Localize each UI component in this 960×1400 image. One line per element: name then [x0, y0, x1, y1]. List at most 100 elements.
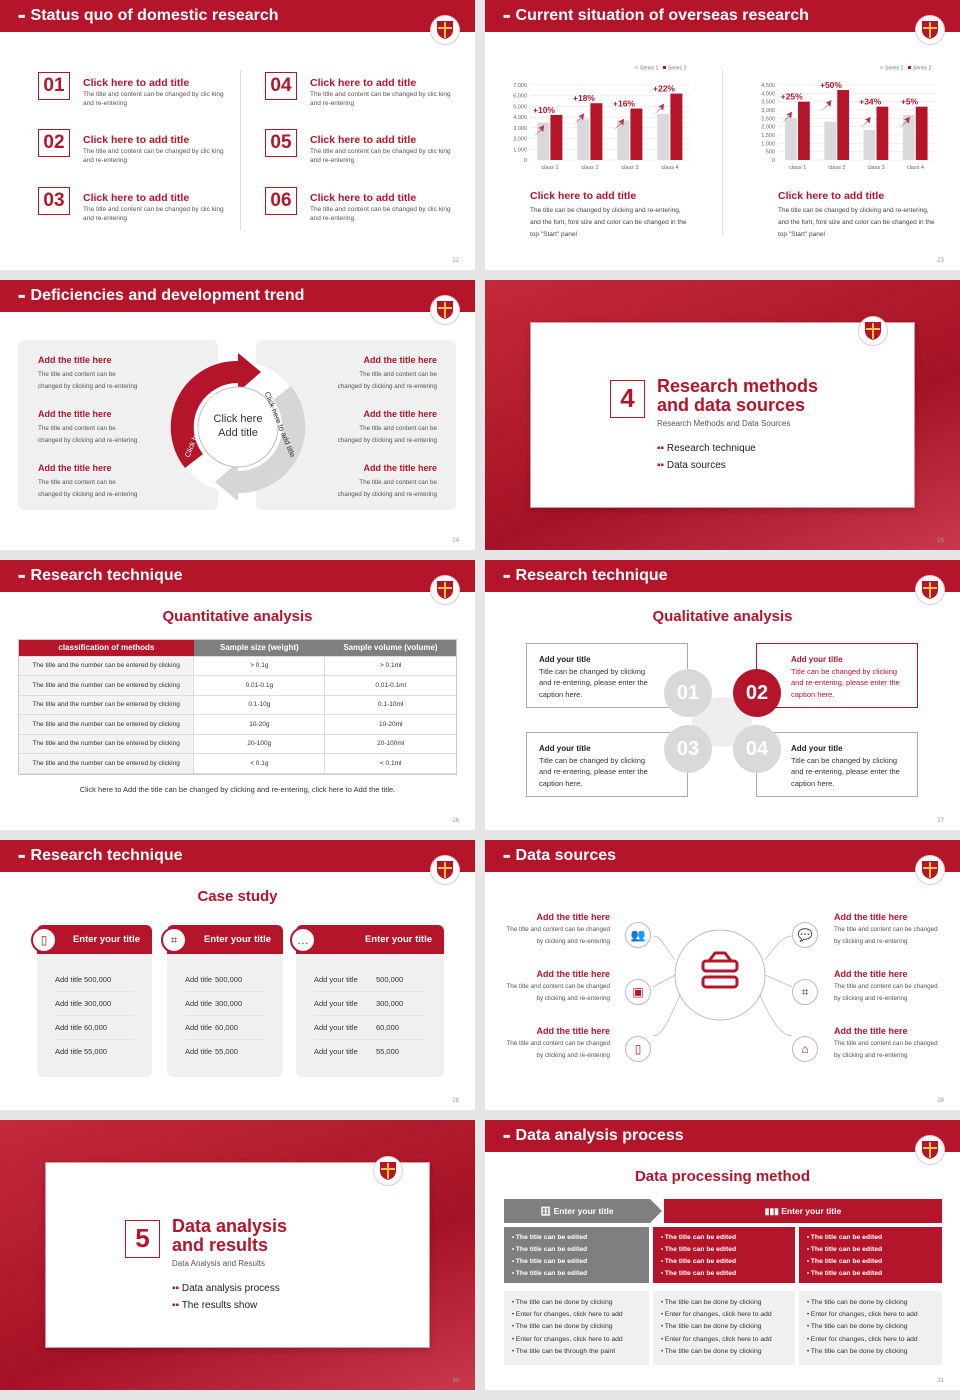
- item-text: The title and content can be changed by …: [337, 425, 437, 444]
- row-value: 60,000: [84, 1023, 107, 1032]
- page-number: 28: [452, 1098, 459, 1104]
- case-card: Enter your title ▯ Add title 500,000 Add tit…: [31, 925, 152, 1077]
- section-title-line-2: and results: [172, 1235, 269, 1255]
- card-header: Enter your title: [296, 925, 444, 954]
- page-number: 27: [937, 818, 944, 824]
- section-link[interactable]: ▪▪ Data sources: [657, 460, 726, 471]
- row-label: Add your title: [314, 975, 358, 984]
- growth-annotation: +50%: [820, 80, 842, 90]
- table-row: The title and the number can be entered …: [19, 714, 456, 735]
- box-title: Add your title: [791, 655, 843, 664]
- list-item: The title can be done by clicking: [807, 1297, 934, 1309]
- y-tick-label: 6,000: [513, 94, 527, 100]
- slide-31: ▪▪ Data analysis process 31 Data processing…: [485, 1120, 960, 1390]
- table-cell: The title and the number can be entered …: [19, 675, 194, 696]
- growth-annotation: +5%: [901, 97, 919, 107]
- section-title-line-1: Data analysis: [172, 1216, 288, 1236]
- list-item: The title can be edited: [807, 1256, 934, 1268]
- item-text: The title and content can be changed by …: [834, 983, 938, 1002]
- page-number: 23: [937, 258, 944, 264]
- row-label: Add title: [55, 1023, 83, 1032]
- section-link[interactable]: ▪▪ Research technique: [657, 443, 756, 454]
- section-link[interactable]: ▪▪ Data analysis process: [172, 1283, 280, 1294]
- y-tick-label: 3,000: [513, 126, 527, 132]
- row-value: 60,000: [215, 1023, 238, 1032]
- table-cell: 10-20ml: [324, 714, 456, 735]
- list-item: The title can be done by clicking: [661, 1321, 787, 1333]
- slide-header: ▪▪ Status quo of domestic research: [0, 0, 475, 32]
- item-title: Click here to add title: [83, 134, 190, 146]
- row-label: Add title: [55, 1047, 83, 1056]
- x-tick-label: class 4: [661, 165, 678, 171]
- item-title: Add the title here: [363, 355, 437, 365]
- list-item: The title can be done by clicking: [512, 1321, 641, 1333]
- table-cell: The title and the number can be entered …: [19, 753, 194, 774]
- university-logo: [915, 575, 945, 605]
- people-icon: 👥: [625, 922, 651, 948]
- slide-header: ▪▪ Data analysis process: [485, 1120, 960, 1152]
- list-item: Enter for changes, click here to add: [807, 1309, 934, 1321]
- edited-box: The title can be editedThe title can be …: [799, 1227, 942, 1283]
- row-value: 60,000: [376, 1023, 399, 1032]
- section-subtitle: Research Methods and Data Sources: [657, 419, 791, 428]
- header-left: 🗄 Enter your title: [504, 1199, 650, 1223]
- row-value: 55,000: [215, 1047, 238, 1056]
- section-number: 5: [125, 1220, 160, 1258]
- database-icon: 🗄: [540, 1206, 554, 1216]
- card-row: Add title 500,000: [55, 968, 134, 992]
- x-tick-label: class 2: [581, 165, 598, 171]
- y-tick-label: 2,000: [761, 125, 775, 131]
- table-cell: 20-100g: [193, 734, 325, 754]
- bar-series-1: [537, 122, 550, 160]
- caption-title: Click here to add title: [530, 190, 637, 202]
- legend-swatch: [880, 66, 883, 69]
- number-circle: 02: [733, 669, 781, 717]
- slide-header: ▪▪ Deficiencies and development trend: [0, 280, 475, 312]
- divider: [722, 70, 723, 235]
- slide-title: Research technique: [515, 567, 668, 584]
- growth-annotation: +16%: [613, 99, 635, 109]
- section-subtitle: Qualitative analysis: [652, 608, 793, 625]
- table-cell: > 0.1ml: [324, 656, 456, 676]
- item-text: The title and content can be changed by …: [506, 1040, 610, 1059]
- box-title: Add your title: [539, 744, 591, 753]
- item-title: Add the title here: [834, 912, 908, 922]
- grid-dots-icon: ▪▪: [503, 1129, 510, 1143]
- list-item: The title can be edited: [661, 1232, 787, 1244]
- item-text: The title and content can be changed by …: [83, 148, 224, 164]
- table-cell: < 0.1g: [193, 753, 325, 774]
- page-number: 22: [452, 258, 459, 264]
- card-row: Add your title 500,000: [314, 968, 426, 992]
- bar-series-2: [837, 90, 850, 160]
- scan-icon: ⌗: [792, 979, 818, 1005]
- methods-table: classification of methods Sample size (we…: [18, 639, 457, 775]
- row-value: 500,000: [376, 975, 404, 984]
- y-tick-label: 3,000: [761, 108, 775, 114]
- grid-dots-icon: ▪▪: [18, 849, 25, 863]
- university-logo: [430, 575, 460, 605]
- card-row: Add title 60,000: [185, 1016, 265, 1040]
- y-tick-label: 4,000: [513, 115, 527, 121]
- section-link[interactable]: ▪▪ The results show: [172, 1300, 257, 1311]
- list-item: Enter for changes, click here to add: [512, 1334, 641, 1346]
- legend-swatch: [635, 66, 638, 69]
- list-item: The title can be done by clicking: [661, 1346, 787, 1358]
- bar-series-1: [902, 115, 915, 160]
- link-label: Data analysis process: [181, 1283, 280, 1294]
- case-card: Enter your title… Add your title 500,000 Ad…: [290, 925, 444, 1077]
- header-label: Enter your title: [781, 1206, 842, 1216]
- item-title: Click here to add title: [83, 192, 190, 204]
- section-title-line-1: Research methods: [657, 376, 819, 396]
- bar-chart-2: 0 500 1,000 1,500 2,000 2,500 3,000 3,500 4,000 4…: [761, 66, 935, 171]
- caption-box: Add your title Title can be changed by cl…: [756, 643, 918, 708]
- university-logo: [430, 15, 460, 45]
- slide-title: Data analysis process: [515, 1127, 684, 1144]
- caption-box: Add your title Title can be changed by cl…: [526, 732, 688, 797]
- box-icon: ▣: [625, 979, 651, 1005]
- growth-arrow-icon: [613, 118, 625, 131]
- slide-26: ▪▪ Research technique 26 Quantitative analy…: [0, 560, 475, 830]
- university-logo: [915, 855, 945, 885]
- growth-arrow-icon: [653, 103, 665, 116]
- row-value: 55,000: [376, 1047, 399, 1056]
- list-item: Enter for changes, click here to add: [661, 1309, 787, 1321]
